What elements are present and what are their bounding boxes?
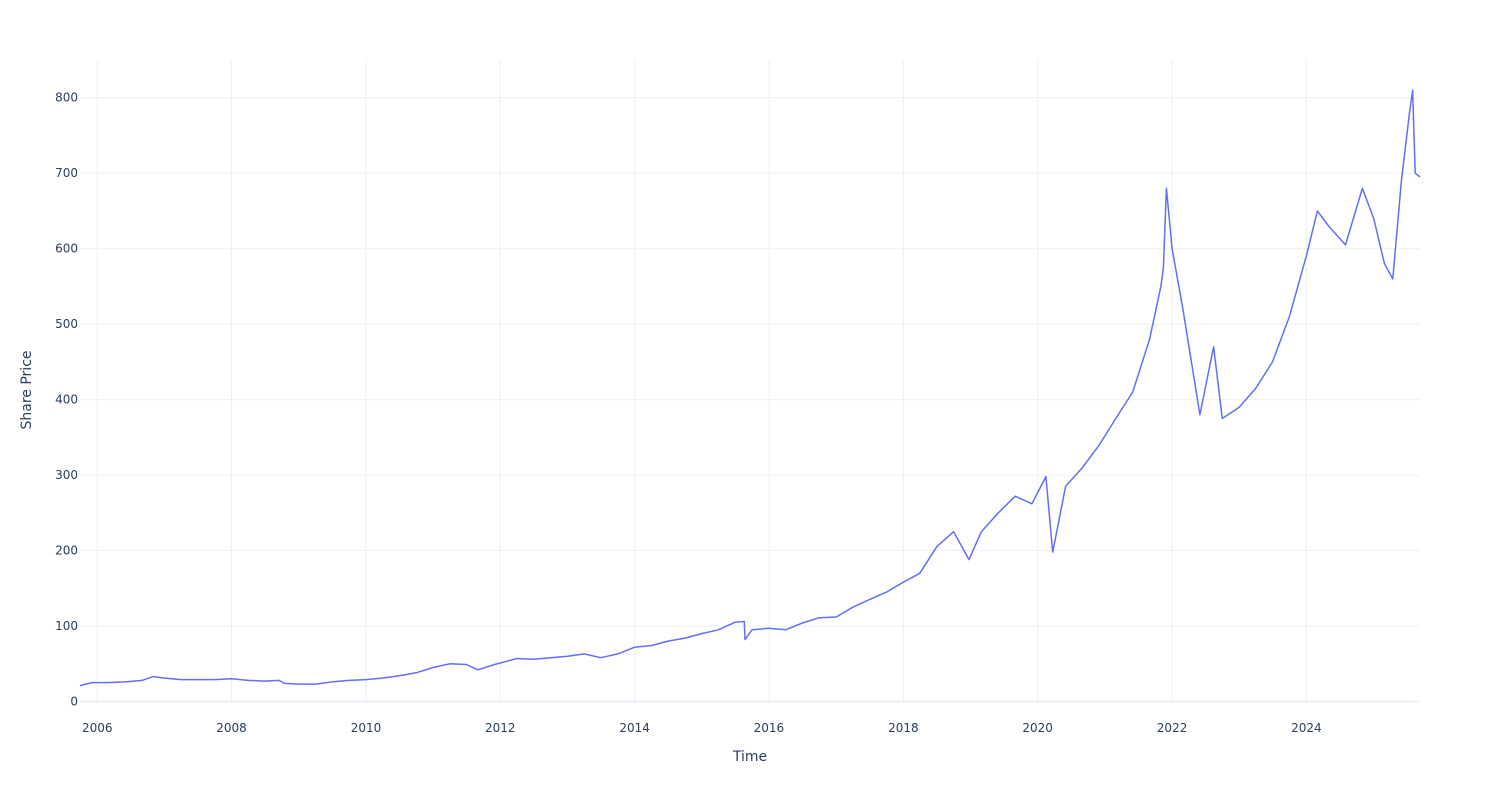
y-tick-label: 0	[70, 694, 78, 708]
x-tick-label: 2008	[216, 721, 247, 735]
x-axis-title: Time	[732, 749, 767, 765]
y-tick-label: 400	[55, 393, 78, 407]
x-tick-label: 2014	[619, 721, 650, 735]
x-tick-label: 2016	[754, 721, 785, 735]
x-tick-label: 2024	[1291, 721, 1322, 735]
y-axis-ticks: 0 100 200 300 400 500 600 700 800	[55, 91, 78, 709]
x-tick-label: 2010	[351, 721, 382, 735]
y-tick-label: 100	[55, 619, 78, 633]
x-tick-label: 2012	[485, 721, 516, 735]
gridlines	[80, 60, 1420, 703]
y-tick-label: 600	[55, 242, 78, 256]
y-axis-title: Share Price	[19, 350, 35, 429]
y-tick-label: 200	[55, 544, 78, 558]
y-tick-label: 500	[55, 317, 78, 331]
x-tick-label: 2022	[1157, 721, 1188, 735]
x-tick-label: 2018	[888, 721, 919, 735]
series-line	[79, 89, 1421, 687]
x-tick-label: 2020	[1022, 721, 1053, 735]
y-tick-label: 300	[55, 468, 78, 482]
x-tick-label: 2006	[82, 721, 113, 735]
x-axis-ticks: 2006 2008 2010 2012 2014 2016 2018 2020 2022 2024	[82, 721, 1322, 735]
y-tick-label: 700	[55, 166, 78, 180]
y-tick-label: 800	[55, 91, 78, 105]
series-layer	[79, 89, 1421, 687]
